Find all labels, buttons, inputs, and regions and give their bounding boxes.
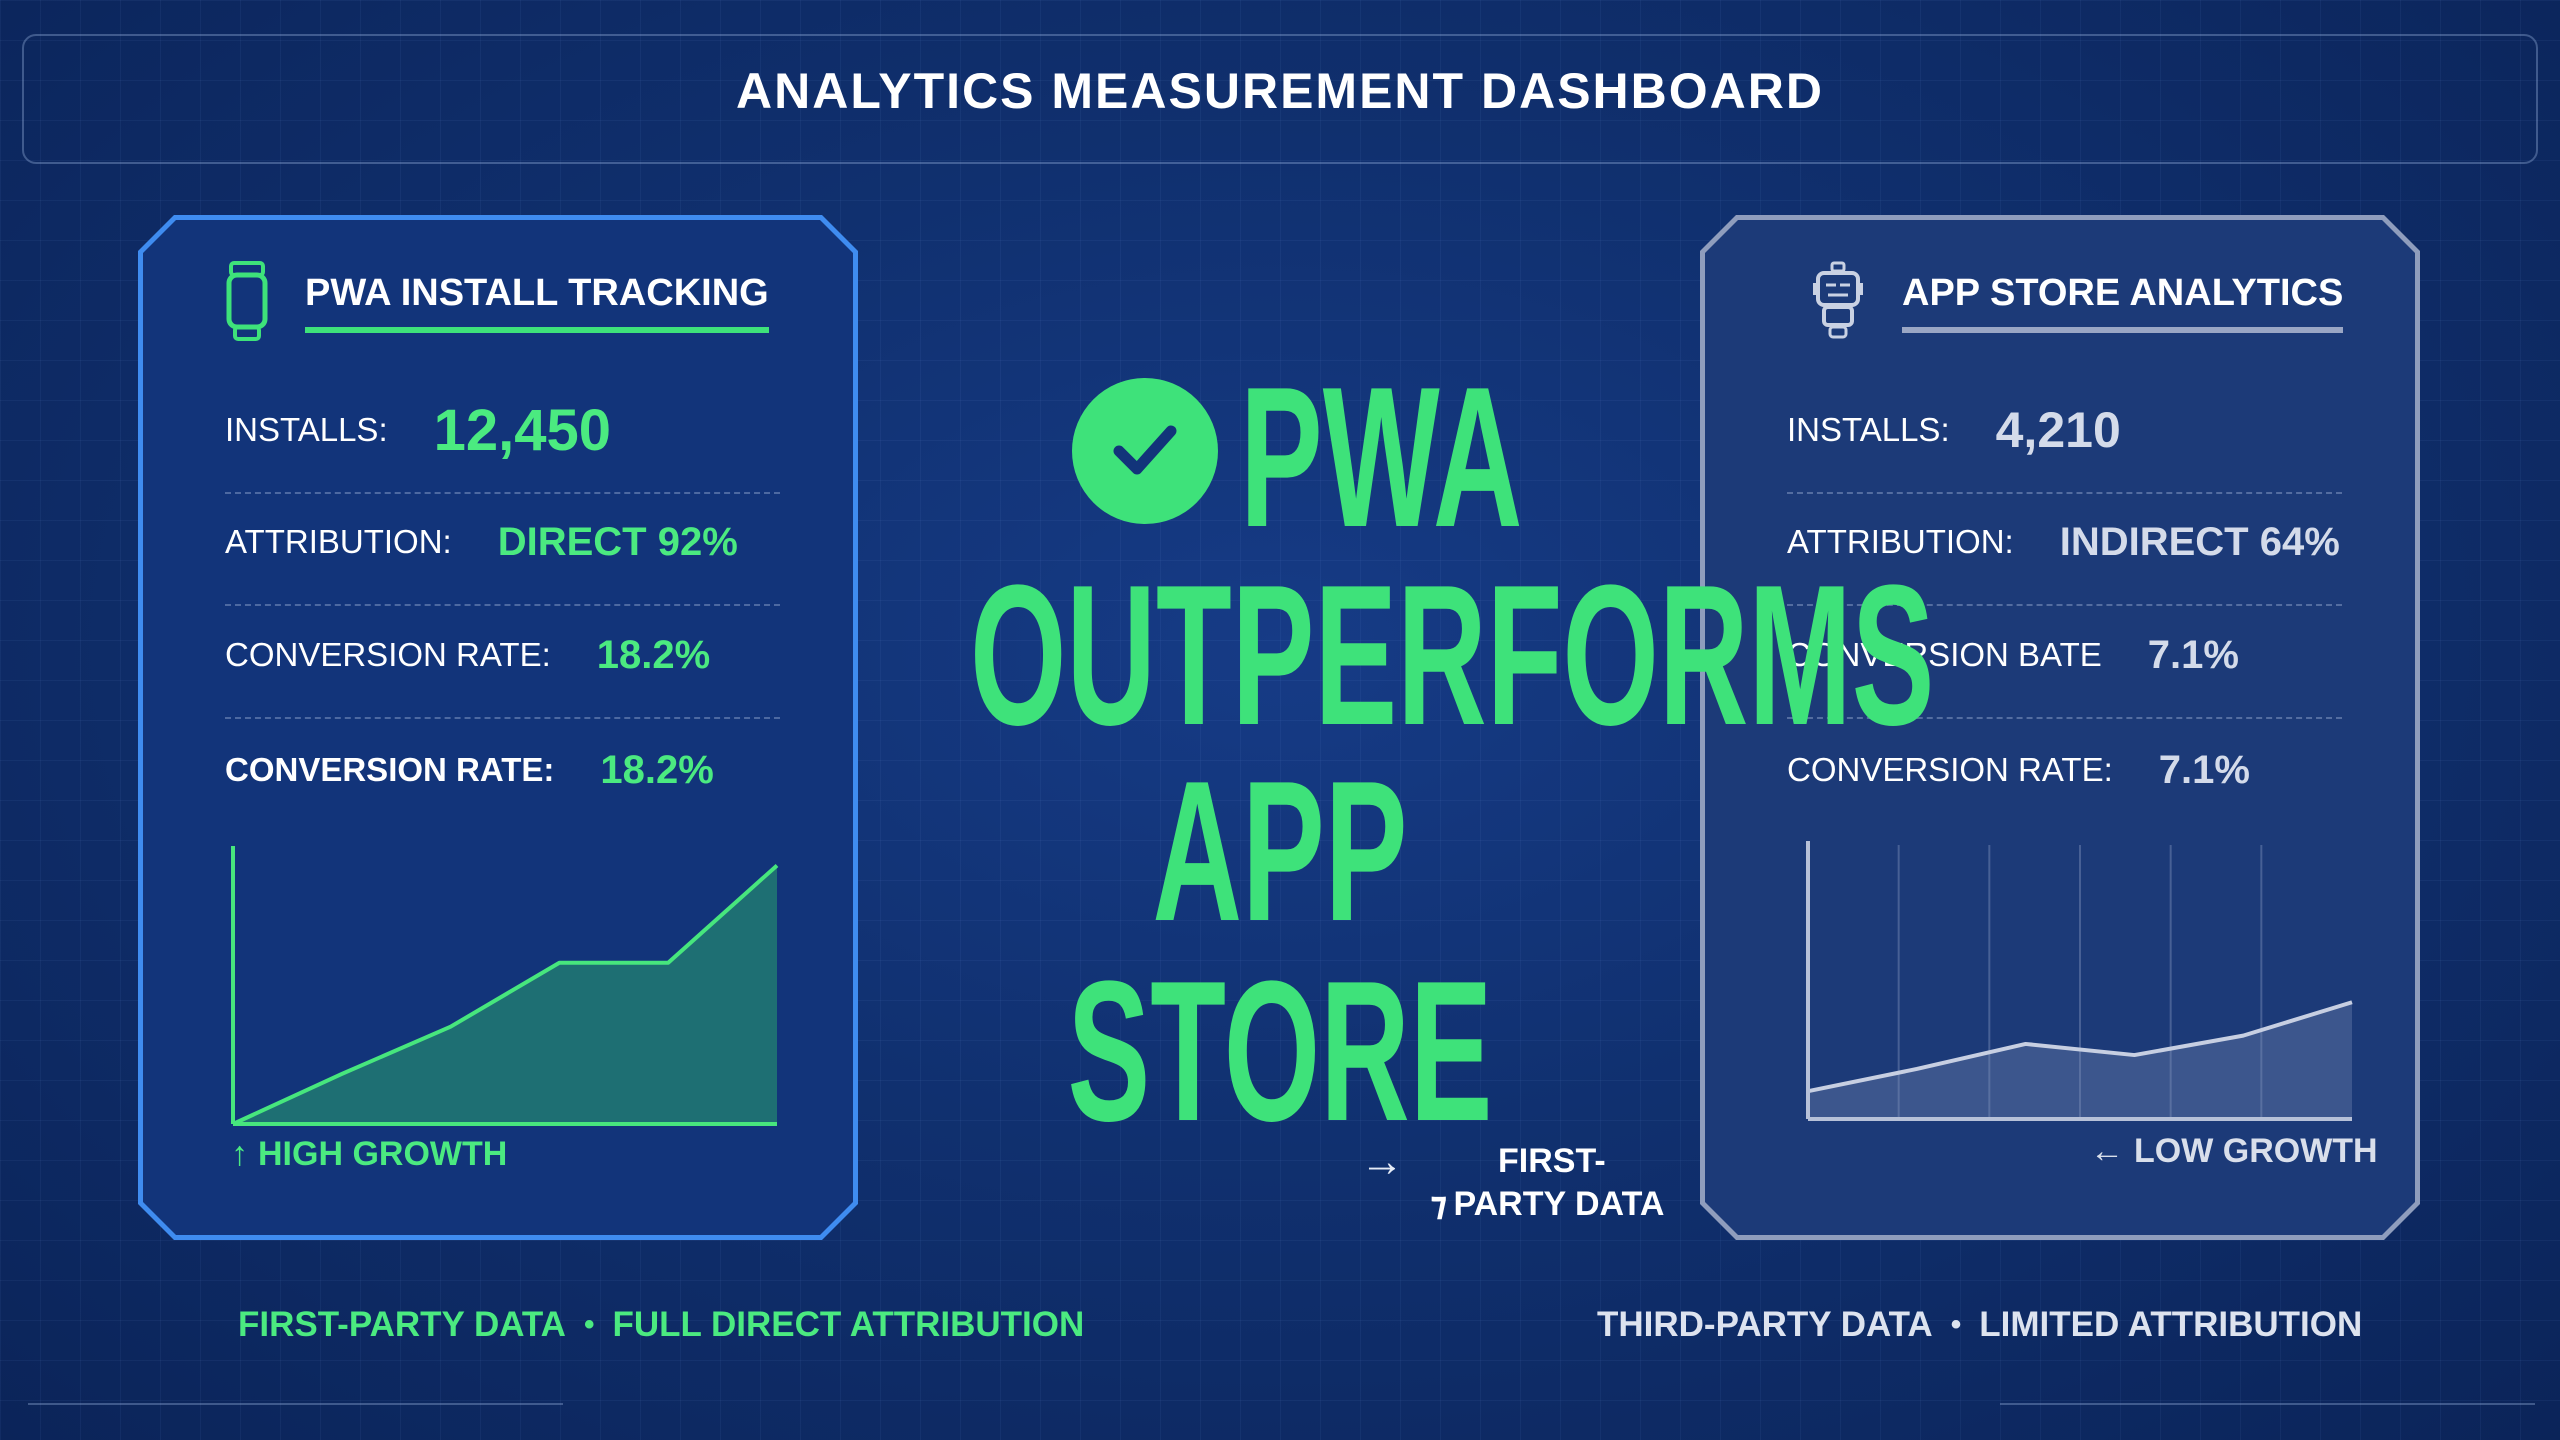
metric-label: CONVERSION RATE: [225,751,555,788]
divider [1787,492,2342,494]
app-store-installs-row: INSTALLS: 4,210 [1787,400,2342,460]
app-store-panel-title: APP STORE ANALYTICS [1902,273,2343,333]
metric-value: 7.1% [2158,747,2250,792]
metric-label: INSTALLS: [1787,411,1950,448]
metric-value: 18.2% [596,632,711,677]
metric-value: 18.2% [600,747,714,792]
divider [1787,604,2342,606]
app-store-attribution-row: ATTRIBUTION: INDIRECT 64% [1787,512,2342,572]
divider [225,604,780,606]
metric-label: INSTALLS: [225,411,388,448]
footer-rule-right [2000,1403,2535,1405]
app-store-panel: APP STORE ANALYTICS INSTALLS: 4,210 ATTR… [1700,215,2420,1240]
footer-left-b: FULL DIRECT ATTRIBUTION [612,1305,1085,1344]
first-party-line-1: FIRST- [1498,1142,1606,1180]
footer-right-b: LIMITED ATTRIBUTION [1979,1305,2363,1344]
hero-line-1: PWA [1240,346,1523,569]
separator-dot: • [1950,1308,1962,1341]
divider [225,492,780,494]
metric-value: INDIRECT 64% [2059,519,2340,564]
pwa-panel: PWA INSTALL TRACKING INSTALLS: 12,450 AT… [138,215,858,1240]
app-store-panel-header: APP STORE ANALYTICS [1810,268,2343,338]
app-store-conversion-row: CONVERSION BATE 7.1% [1787,625,2342,685]
high-growth-label: ↑ HIGH GROWTH [231,1135,507,1174]
footer-right-caption: THIRD-PARTY DATA • LIMITED ATTRIBUTION [1597,1305,2362,1345]
arrow-right-icon: → [1360,1137,1404,1186]
hero-line-3: APP STORE [1067,740,1493,1163]
glyph-icon: ⁊ [1430,1184,1448,1223]
growth-text: HIGH GROWTH [258,1135,508,1173]
footer-left-a: FIRST-PARTY DATA [238,1305,566,1344]
metric-value: 4,210 [1995,402,2121,458]
first-party-line-2: PARTY DATA [1453,1184,1665,1223]
metric-label: CONVERSION BATE [1787,636,2102,673]
chart-series-line [233,865,777,1124]
pwa-attribution-row: ATTRIBUTION: DIRECT 92% [225,512,780,572]
page-title: ANALYTICS MEASUREMENT DASHBOARD [736,63,1824,119]
first-party-note: → FIRST- ⁊ PARTY DATA [1360,1140,1664,1225]
pwa-conversion-row: CONVERSION RATE: 18.2% [225,625,780,685]
metric-value: DIRECT 92% [497,519,738,564]
divider [1787,717,2342,719]
header-frame [22,34,2538,164]
chart-series-line [1808,1002,2352,1091]
pwa-panel-header: PWA INSTALL TRACKING [225,268,769,338]
metric-value: 7.1% [2147,632,2239,677]
pwa-growth-chart [225,840,785,1130]
pwa-conversion-row-2: CONVERSION RATE: 18.2% [225,740,780,800]
pwa-panel-title: PWA INSTALL TRACKING [305,273,769,333]
metric-label: ATTRIBUTION: [225,523,452,560]
hero-line-2: OUTPERFORMS [970,544,1935,767]
footer-rule-left [28,1403,563,1405]
growth-text: LOW GROWTH [2134,1132,2378,1170]
robot-icon [1810,261,1866,346]
footer-right-a: THIRD-PARTY DATA [1597,1305,1933,1344]
arrow-up-icon: ↑ [231,1135,248,1173]
low-growth-label: ← LOW GROWTH [2090,1132,2378,1171]
app-store-growth-chart [1800,835,2360,1125]
metric-label: ATTRIBUTION: [1787,523,2014,560]
arrow-left-icon: ← [2090,1132,2124,1170]
checkmark-icon [1105,409,1185,494]
app-store-conversion-row-2: CONVERSION RATE: 7.1% [1787,740,2342,800]
pwa-installs-row: INSTALLS: 12,450 [225,400,780,460]
checkmark-badge [1072,378,1218,524]
metric-value: 12,450 [433,397,612,463]
smartwatch-icon [225,261,269,346]
chart-area [1808,1002,2352,1119]
metric-label: CONVERSION RATE: [225,636,551,673]
divider [225,717,780,719]
footer-left-caption: FIRST-PARTY DATA • FULL DIRECT ATTRIBUTI… [238,1305,1084,1345]
metric-label: CONVERSION RATE: [1787,751,2113,788]
separator-dot: • [583,1308,595,1341]
